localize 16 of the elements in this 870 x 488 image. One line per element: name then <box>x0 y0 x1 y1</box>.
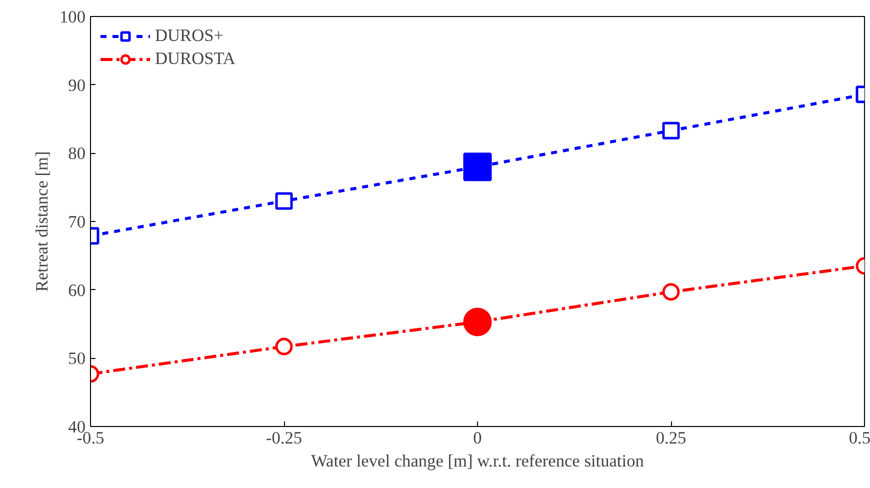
y-axis-title: Retreat distance [m] <box>32 151 52 292</box>
x-tick-label: 0.25 <box>656 428 686 448</box>
x-axis-title: Water level change [m] w.r.t. reference situation <box>311 452 644 470</box>
y-tick-label: 80 <box>68 144 86 164</box>
y-tick-label: 90 <box>68 76 86 95</box>
y-tick-label: 100 <box>60 8 86 26</box>
legend-label: DUROSTA <box>155 49 236 69</box>
y-tick-label: 60 <box>68 280 86 300</box>
point <box>463 308 492 336</box>
y-tick-label: 70 <box>68 212 86 232</box>
x-tick-label: 0 <box>473 428 482 448</box>
x-tick-label: -0.25 <box>266 428 302 448</box>
legend-label: DUROS+ <box>155 26 224 46</box>
y-tick-label: 50 <box>68 349 86 368</box>
point <box>463 152 492 182</box>
x-tick-label: 0.5 <box>848 428 870 448</box>
